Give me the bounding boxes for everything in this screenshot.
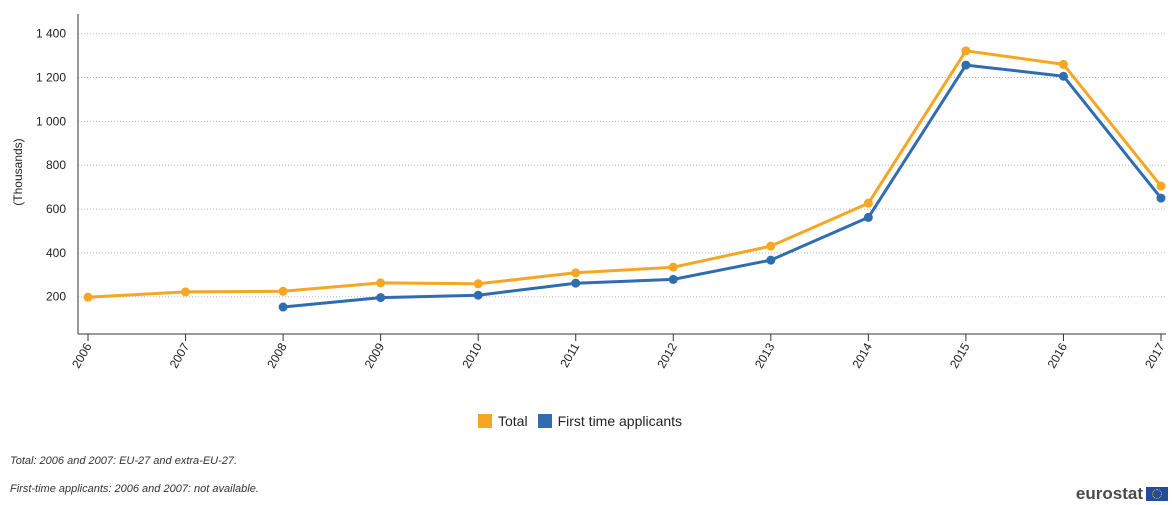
data-point-total — [83, 292, 93, 302]
data-point-total — [961, 46, 971, 56]
data-point-first-time-applicants — [571, 278, 581, 288]
x-axis-ticks: 2006 2007 2008 2009 2010 2011 2012 2013 2014 2015… — [69, 334, 1168, 371]
y-tick-label: 200 — [46, 290, 66, 304]
data-point-first-time-applicants — [376, 293, 386, 303]
legend-swatch-total — [478, 414, 492, 428]
legend: Total First time applicants — [478, 413, 692, 429]
data-point-total — [668, 262, 678, 272]
data-point-first-time-applicants — [1156, 193, 1166, 203]
data-point-total — [1156, 181, 1166, 191]
footnote-first-time: First-time applicants: 2006 and 2007: no… — [10, 483, 259, 495]
data-point-first-time-applicants — [863, 212, 873, 222]
y-tick-label: 600 — [46, 202, 66, 216]
data-point-total — [571, 268, 581, 278]
x-tick-label: 2013 — [752, 340, 778, 370]
logo-text: eurostat — [1075, 484, 1143, 503]
x-tick-label: 2007 — [167, 340, 193, 370]
series-line-first-time-applicants — [282, 63, 1163, 309]
x-tick-label: 2008 — [264, 340, 290, 370]
x-tick-label: 2009 — [362, 340, 388, 370]
gridlines — [78, 33, 1166, 298]
x-tick-label: 2006 — [69, 340, 95, 370]
y-tick-label: 1 400 — [36, 27, 66, 41]
line-chart: 200 400 600 800 1 000 1 200 1 400 2006 2007 2008… — [11, 14, 1168, 371]
data-point-first-time-applicants — [1058, 71, 1068, 81]
data-point-total — [181, 287, 191, 297]
data-point-total — [863, 198, 873, 208]
data-point-total — [278, 286, 288, 296]
data-point-total — [1058, 59, 1068, 69]
y-tick-label: 1 200 — [36, 71, 66, 85]
legend-label-total: Total — [498, 413, 528, 429]
y-tick-label: 1 000 — [36, 114, 66, 128]
data-point-first-time-applicants — [766, 255, 776, 265]
data-point-first-time-applicants — [473, 290, 483, 300]
data-point-total — [766, 241, 776, 251]
x-tick-label: 2016 — [1045, 340, 1071, 370]
legend-label-first-time: First time applicants — [557, 413, 683, 429]
legend-swatch-first-time — [537, 414, 552, 428]
y-tick-label: 800 — [46, 158, 66, 172]
data-point-total — [376, 278, 386, 288]
x-tick-label: 2017 — [1142, 340, 1168, 370]
data-point-first-time-applicants — [961, 60, 971, 70]
x-tick-label: 2014 — [849, 340, 875, 370]
data-point-first-time-applicants — [668, 274, 678, 284]
footnote-total: Total: 2006 and 2007: EU-27 and extra-EU… — [10, 455, 238, 467]
eu-flag-icon — [1146, 487, 1168, 501]
eurostat-logo: eurostat — [1076, 484, 1168, 504]
y-axis-ticks: 200 400 600 800 1 000 1 200 1 400 — [36, 27, 66, 304]
y-axis-title: (Thousands) — [11, 138, 25, 205]
data-point-first-time-applicants — [278, 302, 288, 312]
x-tick-label: 2010 — [459, 340, 485, 370]
series-layer — [83, 46, 1166, 312]
y-tick-label: 400 — [46, 246, 66, 260]
series-line-total — [87, 49, 1163, 299]
x-tick-label: 2012 — [654, 340, 680, 370]
x-tick-label: 2015 — [947, 340, 973, 370]
legend-item-first-time[interactable]: First time applicants — [537, 413, 683, 429]
data-point-total — [473, 279, 483, 289]
legend-item-total[interactable]: Total — [478, 413, 528, 429]
x-tick-label: 2011 — [557, 340, 582, 370]
